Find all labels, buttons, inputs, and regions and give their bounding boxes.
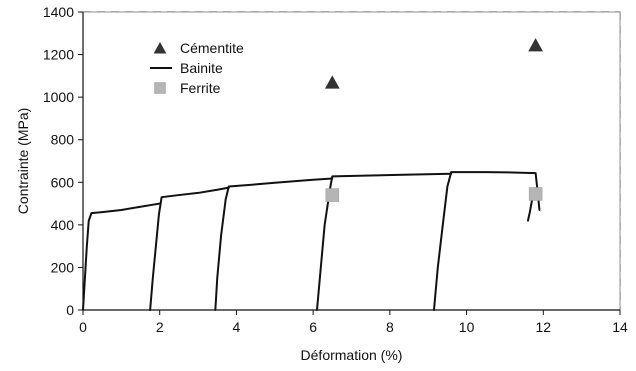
x-tick-label-4: 4	[233, 319, 241, 335]
legend-item-cementite: Cémentite	[153, 40, 244, 56]
bainite-curve-segment-4	[315, 172, 453, 311]
legend-marker-ferrite	[154, 82, 166, 94]
x-tick-label-8: 8	[386, 319, 394, 335]
y-tick-label-200: 200	[51, 259, 75, 275]
bainite-curve-segment-2	[149, 186, 230, 311]
legend-item-ferrite: Ferrite	[154, 80, 221, 96]
bainite-curve-segment-3	[214, 177, 334, 311]
ferrite-point-1	[325, 188, 340, 202]
cementite-point-1	[324, 75, 340, 89]
series-ferrite	[325, 187, 543, 202]
cementite-point-2	[528, 38, 543, 52]
bainite-curve-segment-1	[82, 202, 161, 311]
legend-label-ferrite: Ferrite	[180, 80, 221, 96]
axes-layer	[78, 11, 621, 315]
x-tick-label-10: 10	[459, 319, 475, 335]
series-bainite	[82, 171, 541, 311]
labels-layer: 0 2 4 6 8 10 12 14 0 200 400 600 800 1000 1200 1400 Défo…	[15, 4, 628, 363]
y-tick-label-1200: 1200	[43, 47, 74, 63]
legend-label-bainite: Bainite	[180, 60, 223, 76]
x-tick-label-2: 2	[156, 319, 164, 335]
x-tick-label-0: 0	[79, 319, 87, 335]
legend-item-bainite: Bainite	[150, 60, 223, 76]
legend-marker-cementite	[153, 42, 167, 54]
y-tick-label-1000: 1000	[43, 89, 74, 105]
series-layer	[82, 38, 543, 311]
series-cementite	[324, 38, 543, 89]
x-tick-label-6: 6	[309, 319, 317, 335]
bainite-curve-segment-5	[432, 171, 541, 311]
y-tick-label-600: 600	[51, 174, 75, 190]
y-tick-label-1400: 1400	[43, 4, 74, 20]
legend-layer: Cémentite Bainite Ferrite	[144, 31, 250, 99]
x-tick-label-12: 12	[535, 319, 551, 335]
x-axis-title: Déformation (%)	[301, 347, 403, 363]
y-tick-label-0: 0	[66, 302, 74, 318]
ferrite-point-2	[528, 187, 543, 201]
x-tick-label-14: 14	[612, 319, 628, 335]
legend-label-cementite: Cémentite	[180, 40, 244, 56]
y-tick-label-400: 400	[51, 217, 75, 233]
y-axis-title: Contrainte (MPa)	[15, 108, 31, 215]
y-tick-label-800: 800	[51, 132, 75, 148]
